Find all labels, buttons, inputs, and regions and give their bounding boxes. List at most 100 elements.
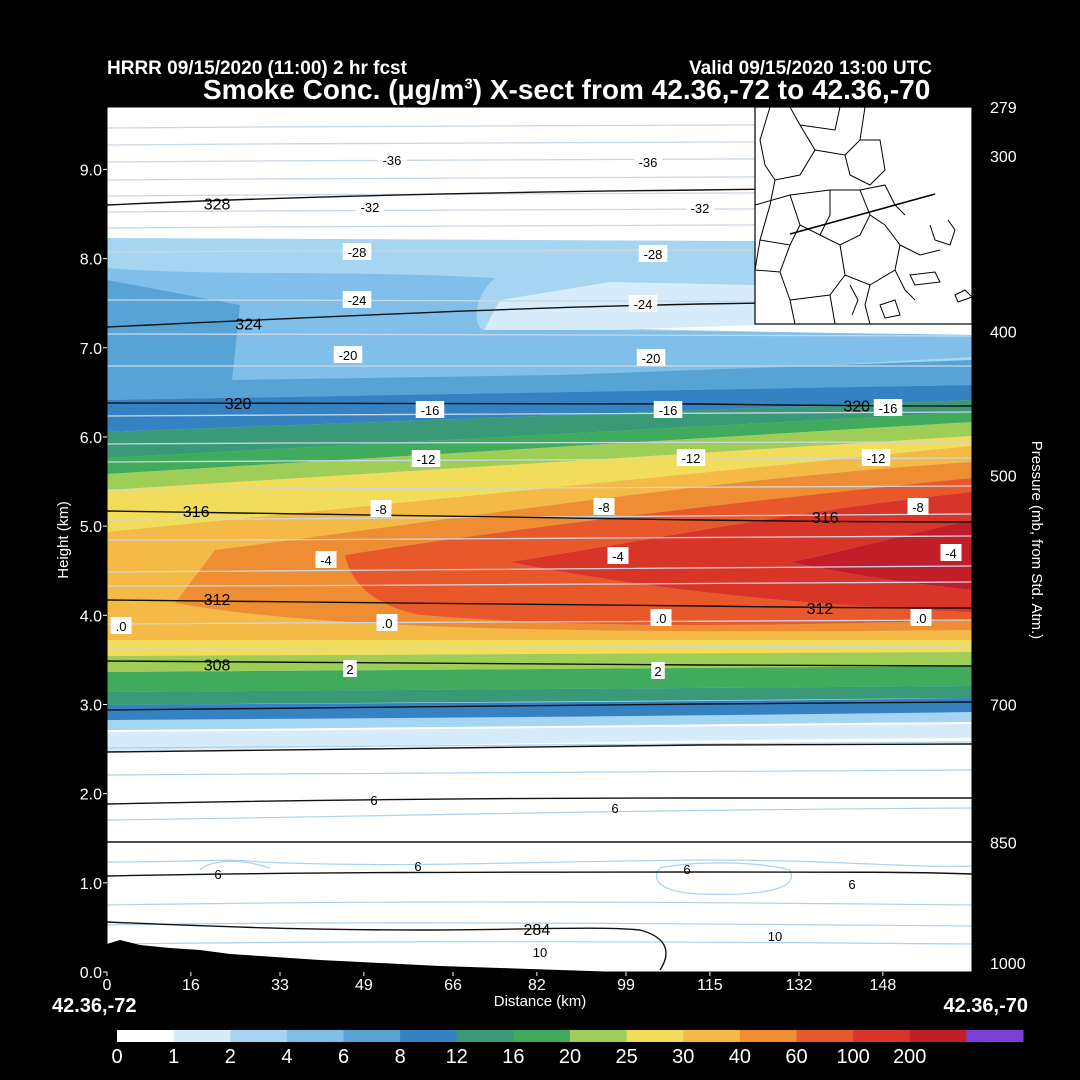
colorbar: 0 1 2 4 6 8 12 16 20 25 30 40 60 100 200 bbox=[111, 1030, 1024, 1068]
pressure-axis: 279 300 400 500 700 850 1000 bbox=[990, 100, 1026, 973]
y-tick-label: 0.0 bbox=[80, 965, 102, 982]
colorbar-swatch bbox=[173, 1030, 231, 1042]
temperature-label: .0 bbox=[916, 611, 927, 626]
plot-border bbox=[106, 106, 973, 973]
colorbar-swatch bbox=[853, 1030, 911, 1042]
temperature-label: -28 bbox=[348, 245, 367, 260]
x-tick-label: 132 bbox=[786, 977, 813, 994]
isotherm-lines-lower bbox=[107, 741, 972, 945]
x-tick-label: 33 bbox=[271, 977, 289, 994]
inset-map-frame bbox=[754, 106, 973, 325]
y-axis-label: Height (km) bbox=[55, 501, 72, 579]
x-tick-label: 99 bbox=[617, 977, 635, 994]
theta-contour-label: 308 bbox=[204, 657, 231, 674]
pressure-tick-label: 279 bbox=[990, 100, 1017, 117]
smoke-band-4-6 bbox=[107, 268, 972, 380]
temperature-label-bg bbox=[333, 346, 363, 363]
temperature-label-bg bbox=[377, 151, 407, 168]
colorbar-swatch bbox=[117, 1030, 175, 1042]
x-tick-label: 115 bbox=[697, 977, 723, 994]
colorbar-label: 40 bbox=[729, 1046, 751, 1068]
temperature-label-bg bbox=[342, 243, 372, 260]
temperature-label: 2 bbox=[654, 664, 661, 679]
temperature-label-bg bbox=[907, 498, 929, 515]
colorbar-label: 20 bbox=[559, 1046, 581, 1068]
temperature-label-bg bbox=[593, 498, 615, 515]
temperature-label: -24 bbox=[634, 297, 653, 312]
colorbar-label: 0 bbox=[111, 1046, 122, 1068]
colorbar-label: 2 bbox=[225, 1046, 236, 1068]
isotherm-lines bbox=[107, 123, 972, 649]
start-location-label: 42.36,-72 bbox=[52, 995, 137, 1017]
smoke-band-8-12 bbox=[107, 385, 972, 720]
colorbar-label: 30 bbox=[672, 1046, 694, 1068]
pressure-tick-label: 400 bbox=[990, 325, 1017, 342]
theta-contour-label: 284 bbox=[524, 922, 551, 939]
theta-contour-label: 312 bbox=[807, 601, 834, 618]
smoke-band-40-60 bbox=[175, 462, 972, 632]
theta-contour-label: 320 bbox=[225, 396, 252, 413]
temperature-label: -24 bbox=[348, 293, 367, 308]
temperature-label: -16 bbox=[879, 401, 898, 416]
temperature-label: .0 bbox=[382, 616, 393, 631]
colorbar-label: 100 bbox=[836, 1046, 869, 1068]
chart-title: Smoke Conc. (μg/m3) X-sect from 42.36,-7… bbox=[203, 74, 931, 105]
pressure-tick-label: 850 bbox=[990, 836, 1017, 853]
temperature-label-bg bbox=[638, 245, 668, 262]
temperature-label: .0 bbox=[116, 619, 127, 634]
temperature-label: -20 bbox=[642, 351, 661, 366]
pressure-tick-label: 500 bbox=[990, 468, 1017, 485]
y-tick-label: 2.0 bbox=[80, 787, 102, 804]
smoke-band-25-30 bbox=[107, 436, 972, 656]
colorbar-label: 25 bbox=[616, 1046, 638, 1068]
y-tick-label: 8.0 bbox=[80, 252, 102, 269]
temperature-label-bg bbox=[411, 450, 441, 467]
temperature-label: -28 bbox=[644, 247, 663, 262]
theta-labels: 284 308 312 312 316 316 320 320 324 328 bbox=[183, 196, 870, 939]
y-tick-label: 9.0 bbox=[80, 162, 102, 179]
colorbar-swatch bbox=[796, 1030, 854, 1042]
temperature-label: -4 bbox=[945, 546, 957, 561]
smoke-band-12-16 bbox=[107, 400, 972, 705]
smoke-band-200-plus bbox=[790, 520, 972, 590]
pressure-tick-label: 1000 bbox=[990, 956, 1026, 973]
theta-contour-label: 312 bbox=[204, 592, 231, 609]
temperature-label-bg bbox=[355, 198, 385, 215]
colorbar-swatch bbox=[513, 1030, 571, 1042]
colorbar-swatch bbox=[400, 1030, 458, 1042]
smoke-band-6-8 bbox=[107, 280, 972, 400]
theta-contour-label: 316 bbox=[183, 504, 210, 521]
temperature-label-bg bbox=[873, 399, 903, 416]
x-tick-label: 16 bbox=[182, 977, 200, 994]
temperature-label-bg bbox=[628, 295, 658, 312]
temperature-label-bg bbox=[940, 544, 962, 561]
temperature-label: -4 bbox=[612, 549, 624, 564]
colorbar-label: 1 bbox=[168, 1046, 179, 1068]
temperature-label-bg bbox=[676, 449, 706, 466]
colorbar-label: 4 bbox=[281, 1046, 292, 1068]
colorbar-swatch bbox=[739, 1030, 797, 1042]
temperature-label-bg bbox=[910, 609, 932, 626]
temperature-label-bg bbox=[343, 660, 357, 677]
height-axis: 0.0 1.0 2.0 3.0 4.0 5.0 6.0 7.0 8.0 9.0 bbox=[80, 162, 107, 982]
temperature-label: -8 bbox=[598, 500, 610, 515]
temperature-label: 6 bbox=[683, 862, 690, 877]
pressure-tick-label: 700 bbox=[990, 697, 1017, 714]
colorbar-label: 60 bbox=[785, 1046, 807, 1068]
inset-map bbox=[754, 106, 973, 325]
theta-contour-label: 328 bbox=[204, 196, 231, 213]
temperature-label-bg bbox=[376, 614, 398, 631]
temperature-label-bg bbox=[636, 349, 666, 366]
end-location-label: 42.36,-70 bbox=[943, 995, 1028, 1017]
colorbar-swatch bbox=[966, 1030, 1024, 1042]
colorbar-swatch bbox=[626, 1030, 684, 1042]
y-tick-label: 7.0 bbox=[80, 341, 102, 358]
temperature-label: 6 bbox=[414, 859, 421, 874]
temperature-label: -36 bbox=[383, 153, 402, 168]
y-tick-label: 4.0 bbox=[80, 608, 102, 625]
colorbar-label: 12 bbox=[446, 1046, 468, 1068]
temperature-label: -16 bbox=[659, 403, 678, 418]
temperature-label: -20 bbox=[339, 348, 358, 363]
pressure-tick-label: 300 bbox=[990, 149, 1017, 166]
colorbar-swatch bbox=[456, 1030, 514, 1042]
